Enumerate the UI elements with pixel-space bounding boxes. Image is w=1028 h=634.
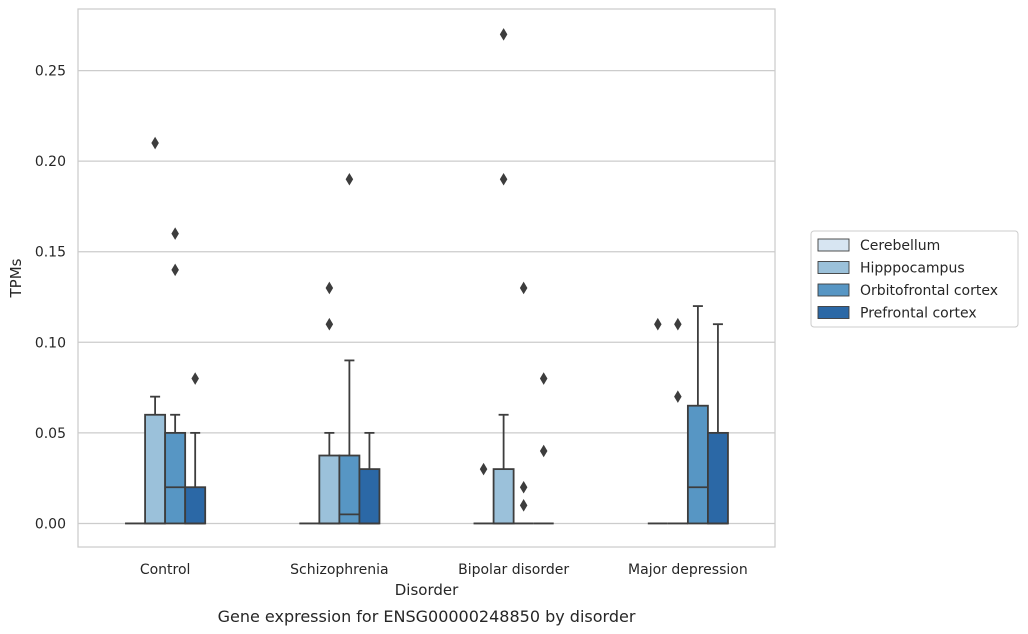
box-orbitofrontal-cortex [686,305,709,525]
legend-swatch [817,238,850,252]
outlier-point [325,317,334,331]
x-tick-label: Major depression [628,562,748,578]
box-body [492,468,515,525]
legend-entry: Hipppocampus [860,261,965,277]
y-tick-labels: 0.00 0.05 0.10 0.15 0.20 0.25 [35,64,66,533]
x-axis-label: Disorder [395,581,459,599]
outlier-point [499,172,508,186]
legend-swatch [817,261,850,274]
outliers [151,28,682,512]
outlier-point [171,263,179,277]
box-prefrontal-cortex [184,431,207,525]
box-orbitofrontal-cortex [164,413,187,525]
legend-swatch [817,283,850,297]
box-body [184,486,207,525]
outlier-point [345,172,354,186]
outlier-point [519,499,528,512]
box-body [318,454,341,525]
boxes [125,305,729,525]
box-prefrontal-cortex [358,431,381,525]
box-body [707,431,729,525]
outlier-point [499,28,508,41]
box-prefrontal-cortex [707,323,729,525]
outlier-point [539,444,548,458]
box-body [144,413,167,525]
x-tick-label: Control [140,562,191,578]
y-tick-label: 0.00 [35,516,66,532]
box-body [358,468,381,525]
legend: Cerebellum Hipppocampus Orbitofrontal cort… [810,230,1019,328]
y-tick-label: 0.25 [35,64,66,80]
outlier-point [674,317,682,331]
outlier-point [191,372,199,385]
box-hipppocampus [318,431,341,525]
outlier-point [519,480,528,494]
y-axis-label: TPMs [7,258,25,298]
x-tick-label: Schizophrenia [290,562,388,578]
x-tick-labels: Control Schizophrenia Bipolar disorder Majo… [140,562,748,578]
box-body [164,431,187,525]
outlier-point [171,227,179,240]
y-tick-label: 0.15 [35,245,66,261]
y-tick-label: 0.10 [35,335,66,351]
plot-area-frame [77,8,776,548]
box-hipppocampus [492,413,515,525]
box-body [686,404,709,525]
legend-entry: Prefrontal cortex [860,306,977,322]
outlier-point [654,317,662,331]
outlier-point [519,281,528,295]
outlier-point [151,136,159,150]
outlier-point [674,390,682,403]
outlier-point [325,281,334,295]
legend-entry: Orbitofrontal cortex [860,283,998,299]
box-body [338,454,361,525]
legend-frame [810,230,1019,328]
y-tick-label: 0.20 [35,154,66,170]
box-orbitofrontal-cortex [338,359,361,525]
box-hipppocampus [144,395,167,525]
legend-swatch [817,306,850,319]
chart-caption: Gene expression for ENSG00000248850 by d… [218,607,636,626]
y-tick-label: 0.05 [35,426,66,442]
outlier-point [479,462,488,476]
legend-entry: Cerebellum [860,238,940,254]
x-tick-label: Bipolar disorder [458,562,569,578]
outlier-point [539,372,548,385]
